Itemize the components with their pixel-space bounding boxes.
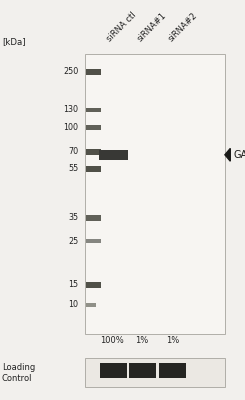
Text: 55: 55	[68, 164, 78, 173]
Text: 70: 70	[68, 148, 78, 156]
Text: 1%: 1%	[135, 336, 149, 345]
Bar	[86, 69, 101, 75]
Text: 1%: 1%	[166, 336, 179, 345]
Text: 10: 10	[68, 300, 78, 309]
Text: [kDa]: [kDa]	[2, 38, 26, 46]
Bar	[86, 282, 101, 288]
Text: siRNA#1: siRNA#1	[136, 11, 168, 43]
Text: 25: 25	[68, 237, 78, 246]
Bar	[86, 239, 101, 243]
Bar	[159, 363, 186, 378]
Bar	[86, 108, 101, 112]
Text: 100%: 100%	[100, 336, 123, 345]
Bar	[129, 363, 156, 378]
Text: 15: 15	[68, 280, 78, 289]
Text: 35: 35	[68, 214, 78, 222]
Text: siRNA ctl: siRNA ctl	[105, 10, 138, 43]
Bar	[86, 166, 101, 172]
Bar	[86, 125, 101, 130]
Bar	[85, 54, 225, 334]
Bar	[86, 303, 96, 307]
Bar	[86, 149, 101, 155]
Text: siRNA#2: siRNA#2	[166, 11, 199, 43]
Bar	[100, 363, 127, 378]
Text: 250: 250	[63, 68, 78, 76]
Bar	[85, 358, 225, 387]
Text: Loading
Control: Loading Control	[2, 363, 35, 383]
Text: GALNT2: GALNT2	[233, 150, 245, 160]
Bar	[99, 150, 128, 160]
Text: 100: 100	[63, 123, 78, 132]
Polygon shape	[225, 148, 230, 161]
Bar	[86, 215, 101, 221]
Text: 130: 130	[63, 106, 78, 114]
